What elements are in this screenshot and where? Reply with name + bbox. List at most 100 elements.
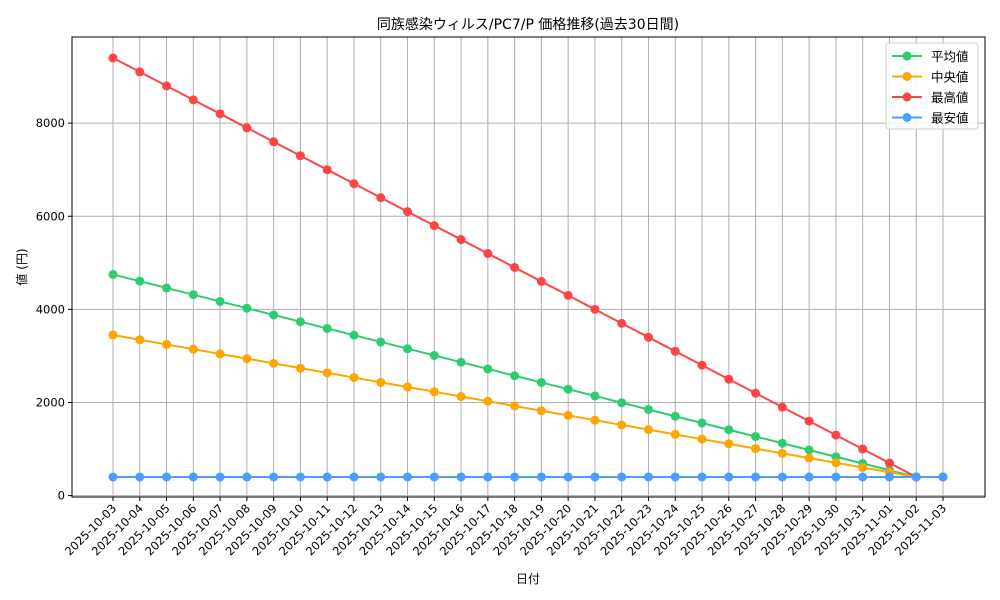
data-point	[804, 453, 814, 463]
data-point	[322, 323, 332, 333]
data-point	[831, 472, 841, 482]
data-point	[456, 392, 466, 402]
data-point	[349, 373, 359, 383]
data-point	[108, 472, 118, 482]
data-point	[510, 401, 520, 411]
series-line	[112, 273, 943, 478]
data-point	[804, 445, 814, 455]
data-point	[456, 472, 466, 482]
legend-label: 最安値	[931, 111, 969, 126]
data-point	[510, 472, 520, 482]
data-point	[269, 472, 279, 482]
data-point	[670, 346, 680, 356]
data-point	[483, 364, 493, 374]
data-point	[429, 350, 439, 360]
data-point	[403, 472, 413, 482]
data-point	[135, 276, 145, 286]
data-point	[376, 472, 386, 482]
data-point	[590, 472, 600, 482]
axes-frame	[71, 36, 986, 498]
legend-label: 平均値	[931, 49, 969, 64]
y-tick-label: 2000	[36, 395, 65, 409]
data-point	[188, 95, 198, 105]
data-point	[349, 330, 359, 340]
data-point	[536, 406, 546, 416]
data-point	[590, 415, 600, 425]
data-point	[884, 472, 894, 482]
data-point	[215, 349, 225, 359]
data-point	[938, 472, 948, 482]
legend-marker	[902, 113, 912, 122]
data-point	[724, 425, 734, 435]
data-point	[242, 472, 252, 482]
data-point	[563, 384, 573, 394]
legend-label: 中央値	[931, 70, 969, 85]
series-line	[112, 333, 943, 478]
data-point	[536, 472, 546, 482]
data-point	[188, 472, 198, 482]
data-point	[858, 472, 868, 482]
y-tick-label: 4000	[36, 302, 65, 316]
data-point	[349, 179, 359, 189]
data-point	[376, 337, 386, 347]
data-point	[215, 296, 225, 306]
data-point	[724, 439, 734, 449]
data-point	[697, 434, 707, 444]
data-point	[269, 310, 279, 320]
data-point	[376, 377, 386, 387]
data-point	[162, 339, 172, 349]
data-point	[108, 330, 118, 340]
data-point	[777, 438, 787, 448]
data-point	[135, 67, 145, 77]
data-point	[643, 425, 653, 435]
data-point	[108, 53, 118, 63]
data-point	[483, 472, 493, 482]
data-point	[777, 402, 787, 412]
data-point	[804, 416, 814, 426]
data-point	[269, 137, 279, 147]
data-point	[403, 344, 413, 354]
data-point	[135, 472, 145, 482]
data-point	[697, 472, 707, 482]
data-point	[858, 444, 868, 454]
data-point	[670, 411, 680, 421]
y-axis-ticks: 0 2000 4000 6000 8000	[36, 116, 72, 503]
data-point	[777, 448, 787, 458]
data-point	[590, 391, 600, 401]
data-point	[295, 472, 305, 482]
data-point	[403, 207, 413, 217]
series-0	[108, 269, 948, 482]
data-point	[911, 472, 921, 482]
data-point	[456, 357, 466, 367]
data-point	[215, 109, 225, 119]
data-point	[643, 404, 653, 414]
x-axis-ticks: 2025-10-032025-10-042025-10-052025-10-06…	[62, 497, 949, 558]
data-point	[295, 317, 305, 327]
data-point	[724, 472, 734, 482]
data-point	[751, 444, 761, 454]
data-point	[322, 472, 332, 482]
data-point	[751, 388, 761, 398]
data-point	[670, 429, 680, 439]
y-tick-label: 6000	[36, 209, 65, 223]
legend-marker	[902, 51, 912, 61]
data-point	[510, 262, 520, 272]
y-axis-label: 値 (円)	[14, 248, 29, 285]
data-point	[617, 398, 627, 408]
data-point	[135, 335, 145, 345]
legend-box	[885, 42, 979, 130]
legend-marker	[902, 72, 912, 81]
data-point	[831, 458, 841, 468]
data-point	[510, 371, 520, 381]
legend-label: 最高値	[931, 90, 969, 105]
data-point	[777, 472, 787, 482]
data-point	[590, 304, 600, 314]
data-point	[162, 283, 172, 293]
data-point	[429, 387, 439, 397]
data-point	[563, 472, 573, 482]
data-point	[429, 472, 439, 482]
data-point	[242, 123, 252, 133]
data-point	[697, 360, 707, 370]
data-point	[162, 472, 172, 482]
